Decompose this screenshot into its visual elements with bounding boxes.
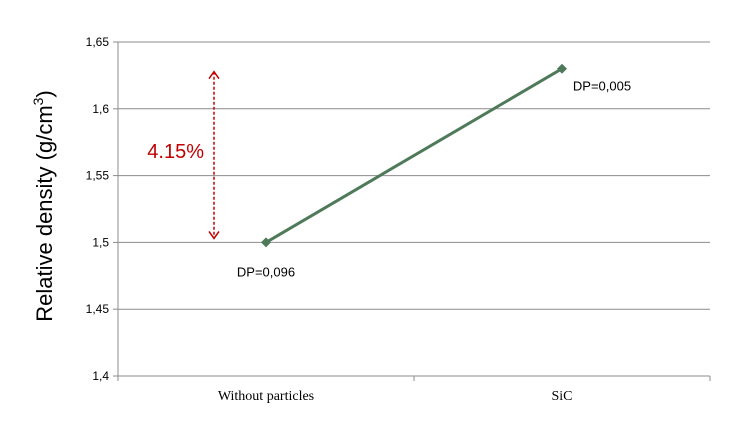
data-point (557, 63, 567, 74)
x-tick-labels: Without particles SiC (117, 376, 711, 404)
data-label: DP=0,005 (573, 79, 631, 94)
x-tick-label: SiC (551, 389, 572, 404)
y-tick-label: 1,4 (92, 369, 109, 383)
y-tick-labels: 1,4 1,45 1,5 1,55 1,6 1,65 (86, 35, 110, 383)
data-point (261, 237, 271, 248)
data-label: DP=0,096 (237, 264, 295, 279)
y-tick-label: 1,65 (86, 35, 110, 49)
series-line (265, 67, 563, 244)
arrow-head-down (208, 230, 220, 240)
y-tick-label: 1,45 (86, 302, 110, 316)
x-tick-label: Without particles (218, 389, 314, 404)
y-tick-label: 1,5 (92, 235, 109, 249)
arrow-head-up (208, 70, 220, 80)
y-axis-label: Relative density (g/cm3) (30, 90, 57, 322)
series (261, 63, 567, 248)
gridlines (113, 41, 710, 377)
y-tick-label: 1,6 (92, 102, 109, 116)
y-tick-label: 1,55 (86, 169, 110, 183)
annotations: DP=0,096 DP=0,005 4.15% (147, 70, 631, 279)
difference-label: 4.15% (147, 141, 204, 163)
